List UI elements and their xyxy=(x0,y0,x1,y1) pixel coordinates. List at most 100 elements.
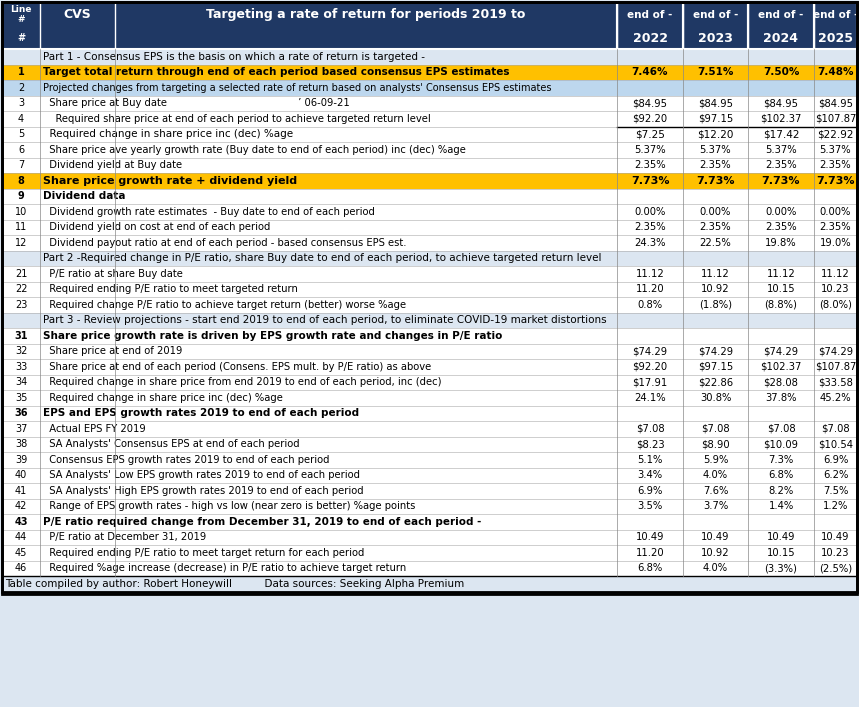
Bar xyxy=(617,344,683,359)
Text: SA Analysts' Consensus EPS at end of each period: SA Analysts' Consensus EPS at end of eac… xyxy=(43,439,300,449)
Text: 23: 23 xyxy=(15,300,27,310)
Bar xyxy=(748,561,814,576)
Bar xyxy=(617,545,683,561)
Text: 5.1%: 5.1% xyxy=(637,455,662,464)
Bar xyxy=(748,406,814,421)
Bar xyxy=(2,142,40,158)
Text: 10: 10 xyxy=(15,206,27,217)
Bar xyxy=(2,312,40,328)
Bar xyxy=(2,95,40,111)
Bar xyxy=(2,561,40,576)
Text: 41: 41 xyxy=(15,486,27,496)
Bar xyxy=(814,328,857,344)
Text: $28.08: $28.08 xyxy=(764,378,798,387)
Bar xyxy=(683,545,748,561)
Bar xyxy=(2,158,40,173)
Bar xyxy=(2,530,40,545)
Bar xyxy=(748,530,814,545)
Bar xyxy=(814,173,857,189)
Text: Line
#: Line # xyxy=(10,5,32,24)
Text: $97.15: $97.15 xyxy=(698,114,733,124)
Bar xyxy=(814,189,857,204)
Text: Dividend yield at Buy date: Dividend yield at Buy date xyxy=(43,160,182,170)
Bar xyxy=(40,467,617,483)
Text: 36: 36 xyxy=(15,408,27,419)
Text: 10.15: 10.15 xyxy=(767,548,795,558)
Bar xyxy=(617,127,683,142)
Text: 1.4%: 1.4% xyxy=(768,501,794,511)
Bar xyxy=(814,111,857,127)
Text: $7.25: $7.25 xyxy=(635,129,665,139)
Bar xyxy=(40,514,617,530)
Text: SA Analysts' High EPS growth rates 2019 to end of each period: SA Analysts' High EPS growth rates 2019 … xyxy=(43,486,363,496)
Text: 22.5%: 22.5% xyxy=(699,238,731,247)
Bar xyxy=(683,421,748,436)
Text: 1.2%: 1.2% xyxy=(823,501,848,511)
Bar xyxy=(40,483,617,498)
Text: $84.95: $84.95 xyxy=(818,98,853,108)
Bar xyxy=(40,561,617,576)
Bar xyxy=(683,189,748,204)
Bar xyxy=(617,530,683,545)
Text: 2.35%: 2.35% xyxy=(765,160,797,170)
Text: $92.20: $92.20 xyxy=(632,362,667,372)
Bar xyxy=(40,27,115,49)
Bar xyxy=(2,49,40,64)
Text: 7.73%: 7.73% xyxy=(697,176,734,186)
Bar xyxy=(683,498,748,514)
Text: CVS: CVS xyxy=(64,8,91,21)
Bar xyxy=(40,250,857,266)
Bar xyxy=(683,173,748,189)
Bar xyxy=(814,80,857,95)
Bar xyxy=(40,545,617,561)
Bar xyxy=(748,219,814,235)
Bar xyxy=(2,250,40,266)
Bar xyxy=(683,514,748,530)
Bar xyxy=(40,189,617,204)
Bar xyxy=(748,2,814,49)
Text: 10.23: 10.23 xyxy=(821,284,850,294)
Bar xyxy=(683,235,748,250)
Bar xyxy=(617,498,683,514)
Bar xyxy=(40,406,617,421)
Text: 35: 35 xyxy=(15,393,27,403)
Text: Required %age increase (decrease) in P/E ratio to achieve target return: Required %age increase (decrease) in P/E… xyxy=(43,563,406,573)
Text: 2.35%: 2.35% xyxy=(819,222,851,233)
Bar xyxy=(40,64,617,80)
Text: 5.9%: 5.9% xyxy=(703,455,728,464)
Text: 2023: 2023 xyxy=(698,32,733,45)
Bar xyxy=(40,2,115,27)
Bar xyxy=(814,219,857,235)
Text: 40: 40 xyxy=(15,470,27,480)
Bar xyxy=(814,142,857,158)
Bar xyxy=(814,64,857,80)
Text: 6.8%: 6.8% xyxy=(768,470,794,480)
Bar xyxy=(683,452,748,467)
Bar xyxy=(617,173,683,189)
Text: 7.73%: 7.73% xyxy=(631,176,669,186)
Text: 11.12: 11.12 xyxy=(821,269,850,279)
Text: 45: 45 xyxy=(15,548,27,558)
Bar xyxy=(748,111,814,127)
Text: Required change P/E ratio to achieve target return (better) worse %age: Required change P/E ratio to achieve tar… xyxy=(43,300,406,310)
Bar xyxy=(814,467,857,483)
Text: 39: 39 xyxy=(15,455,27,464)
Text: 11.20: 11.20 xyxy=(636,548,664,558)
Text: $84.95: $84.95 xyxy=(698,98,733,108)
Bar xyxy=(617,390,683,406)
Bar xyxy=(617,452,683,467)
Bar xyxy=(683,127,748,142)
Text: 3: 3 xyxy=(18,98,24,108)
Text: 30.8%: 30.8% xyxy=(700,393,731,403)
Bar xyxy=(2,359,40,375)
Bar xyxy=(2,2,857,594)
Text: Required share price at end of each period to achieve targeted return level: Required share price at end of each peri… xyxy=(43,114,430,124)
Bar xyxy=(40,281,617,297)
Bar xyxy=(617,235,683,250)
Bar xyxy=(40,173,617,189)
Bar xyxy=(40,111,617,127)
Bar xyxy=(683,483,748,498)
Text: 6.8%: 6.8% xyxy=(637,563,662,573)
Bar xyxy=(2,2,40,27)
Bar xyxy=(748,281,814,297)
